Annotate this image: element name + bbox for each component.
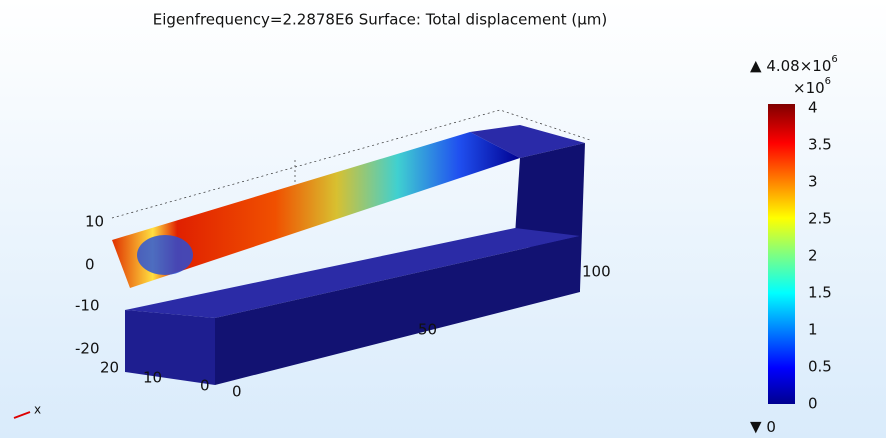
x-tick: 100 (582, 263, 611, 281)
bar-front (125, 310, 215, 385)
colorbar-tick-label: 2 (808, 247, 818, 265)
z-tick: -10 (75, 297, 100, 315)
colorbar-tick-label: 4 (808, 99, 818, 117)
colorbar-tick-label: 0.5 (808, 358, 832, 376)
colorbar-tick-label: 1.5 (808, 284, 832, 302)
beam (112, 132, 520, 288)
z-tick: 0 (85, 256, 95, 274)
x-axis-arrow (13, 411, 31, 419)
colorbar-min: ▼ 0 (750, 418, 776, 436)
colorbar-ticks: 4 3.5 3 2.5 2 1.5 1 0.5 0 (808, 99, 832, 413)
bar-top (125, 228, 580, 318)
x-tick: 50 (418, 321, 437, 339)
colorbar-multiplier: ×106 (793, 76, 831, 97)
beam-spot (137, 235, 193, 275)
y-tick: 10 (143, 369, 162, 387)
z-tick: 10 (85, 213, 104, 231)
x-tick: 0 (232, 383, 242, 401)
y-tick: 0 (200, 377, 210, 395)
colorbar-tick-label: 0 (808, 395, 818, 413)
colorbar-tick-label: 3.5 (808, 136, 832, 154)
colorbar-tick-label: 2.5 (808, 210, 832, 228)
block-top (470, 125, 585, 158)
bar-side (215, 236, 580, 385)
x-axis-label: x (34, 403, 41, 417)
multiplier-exp: 6 (825, 76, 831, 87)
z-tick: -20 (75, 340, 100, 358)
min-label: 0 (766, 418, 776, 436)
max-exp: 6 (831, 54, 837, 65)
colorbar-tick-label: 1 (808, 321, 818, 339)
colorbar-max: ▲ 4.08×106 (750, 54, 838, 75)
y-tick: 20 (100, 359, 119, 377)
max-label: 4.08×10 (766, 57, 831, 75)
colorbar (768, 104, 795, 404)
colorbar-tick-label: 3 (808, 173, 818, 191)
plot-title: Eigenfrequency=2.2878E6 Surface: Total d… (153, 11, 607, 29)
multiplier: ×10 (793, 79, 825, 97)
